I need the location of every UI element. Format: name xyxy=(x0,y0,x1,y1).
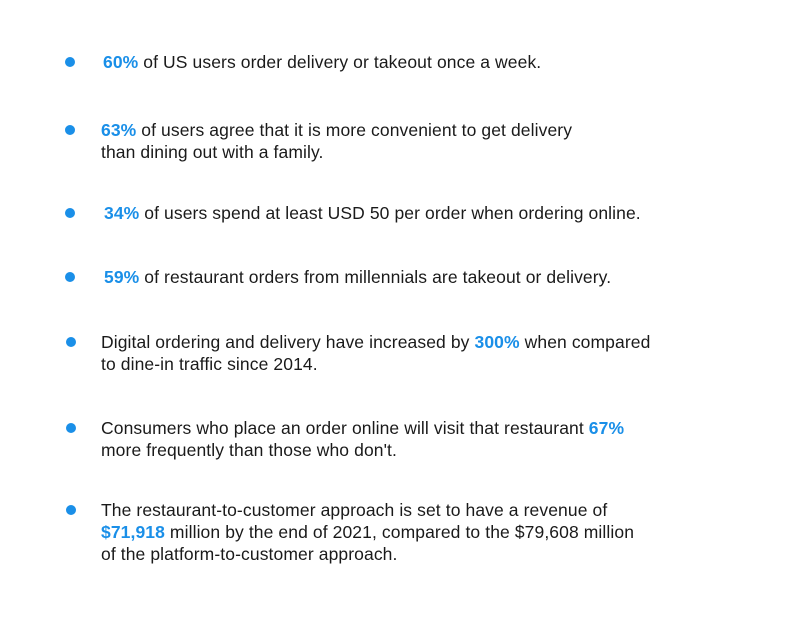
text-line: 59% of restaurant orders from millennial… xyxy=(104,266,611,288)
item-text: Digital ordering and delivery have incre… xyxy=(101,331,650,375)
text-line: Consumers who place an order online will… xyxy=(101,417,624,439)
text-line: The restaurant-to-customer approach is s… xyxy=(101,500,608,520)
text-line: 63% of users agree that it is more conve… xyxy=(101,119,572,141)
highlight-stat: 67% xyxy=(588,418,625,438)
text-line: to dine-in traffic since 2014. xyxy=(101,354,318,374)
text-segment: when compared xyxy=(519,332,651,352)
text-segment: of users spend at least USD 50 per order… xyxy=(139,203,641,223)
highlight-stat: 300% xyxy=(474,332,520,352)
item-text: 60% of US users order delivery or takeou… xyxy=(103,51,541,73)
text-line: $71,918 million by the end of 2021, comp… xyxy=(101,521,634,543)
text-line: 34% of users spend at least USD 50 per o… xyxy=(104,202,641,224)
text-segment: million by the end of 2021, compared to … xyxy=(164,522,635,542)
item-text: 59% of restaurant orders from millennial… xyxy=(104,266,611,288)
bullet-dot-icon xyxy=(65,208,75,218)
bullet-dot-icon xyxy=(66,505,76,515)
text-line: of the platform-to-customer approach. xyxy=(101,544,398,564)
highlight-stat: 63% xyxy=(101,120,137,140)
text-line: more frequently than those who don't. xyxy=(101,440,397,460)
bullet-dot-icon xyxy=(65,57,75,67)
text-segment: of US users order delivery or takeout on… xyxy=(138,52,542,72)
text-segment: Consumers who place an order online will… xyxy=(101,418,589,438)
item-text: 34% of users spend at least USD 50 per o… xyxy=(104,202,641,224)
item-text: 63% of users agree that it is more conve… xyxy=(101,119,572,163)
item-text: The restaurant-to-customer approach is s… xyxy=(101,499,634,565)
text-segment: Digital ordering and delivery have incre… xyxy=(101,332,475,352)
highlight-stat: 34% xyxy=(104,203,140,223)
item-text: Consumers who place an order online will… xyxy=(101,417,624,461)
bullet-dot-icon xyxy=(65,272,75,282)
text-line: 60% of US users order delivery or takeou… xyxy=(103,51,541,73)
highlight-stat: 59% xyxy=(104,267,140,287)
bullet-dot-icon xyxy=(66,337,76,347)
highlight-stat: 60% xyxy=(103,52,139,72)
text-line: than dining out with a family. xyxy=(101,142,324,162)
text-line: Digital ordering and delivery have incre… xyxy=(101,331,650,353)
highlight-stat: $71,918 xyxy=(101,522,165,542)
text-segment: of users agree that it is more convenien… xyxy=(136,120,573,140)
bullet-dot-icon xyxy=(65,125,75,135)
text-segment: of restaurant orders from millennials ar… xyxy=(139,267,612,287)
bullet-dot-icon xyxy=(66,423,76,433)
